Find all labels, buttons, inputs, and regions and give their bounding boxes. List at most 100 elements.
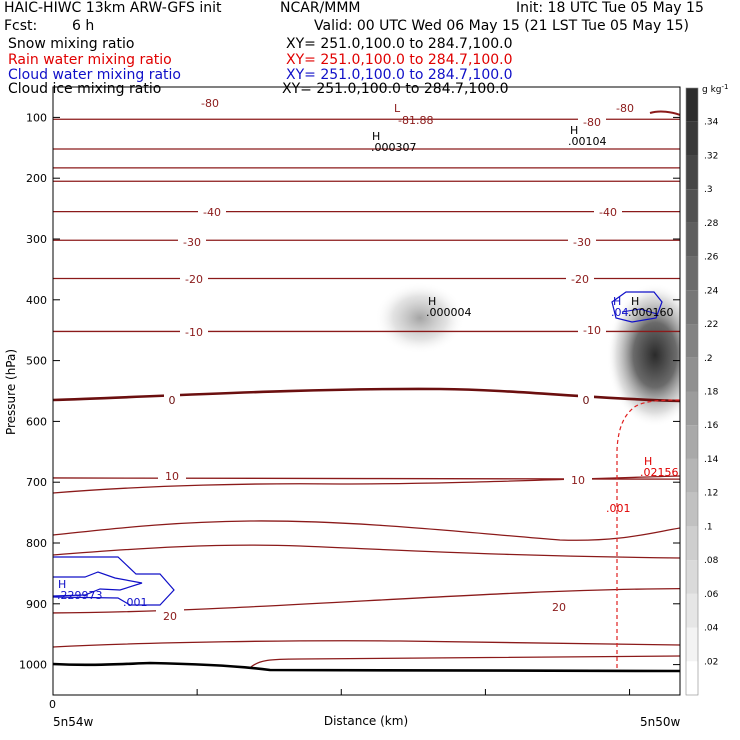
ground-line xyxy=(53,661,680,673)
colorbar-label: .02 xyxy=(704,657,718,667)
colorbar-swatch xyxy=(686,357,698,392)
colorbar-swatch xyxy=(686,627,698,662)
high-value-6: .02156 xyxy=(640,466,679,479)
cloudwater-contour-right-inner xyxy=(621,308,658,315)
extrema-annotations: L -81.88 H .000307 H .00104 H .000004 H … xyxy=(57,102,679,609)
temperature-contour-label: -20 xyxy=(571,273,589,286)
x-start-tick: 0 xyxy=(49,698,56,711)
colorbar-label: .34 xyxy=(704,118,719,128)
contour-label-bg xyxy=(545,600,573,613)
colorbar-label: .1 xyxy=(704,522,713,532)
high-value-7: .229973 xyxy=(57,589,103,602)
field-rain-xy: XY= 251.0,100.0 to 284.7,100.0 xyxy=(286,52,513,68)
y-tick-label: 700 xyxy=(26,476,47,489)
temperature-contour xyxy=(53,148,680,150)
colorbar-swatch xyxy=(686,661,698,695)
forecast-label: Fcst: xyxy=(4,18,38,34)
colorbar-swatch xyxy=(686,88,698,122)
rain-dashed-contour xyxy=(616,399,680,668)
forecast-value: 6 h xyxy=(72,18,95,34)
temperature-contour-label: 10 xyxy=(571,474,585,487)
temperature-contour-label: -40 xyxy=(599,206,617,219)
contour-label-bg xyxy=(196,96,224,109)
y-tick-label: 1000 xyxy=(19,659,47,672)
temperature-contour-label: 20 xyxy=(552,601,566,614)
colorbar-label: .24 xyxy=(704,286,719,296)
y-tick-label: 600 xyxy=(26,415,47,428)
colorbar-swatch xyxy=(686,425,698,459)
shaped-contours xyxy=(53,110,680,673)
y-tick-label: 200 xyxy=(26,172,47,185)
temperature-contour xyxy=(53,166,680,169)
x-left-label: 5n54w xyxy=(53,715,94,729)
high-value-3: .000004 xyxy=(426,306,472,319)
colorbar-label: .04 xyxy=(704,624,719,634)
contour-label-bg xyxy=(156,609,184,622)
organization: NCAR/MMM xyxy=(280,0,361,16)
y-tick-label: 300 xyxy=(26,233,47,246)
colorbar-label: .32 xyxy=(704,151,718,161)
y-tick-label: 800 xyxy=(26,537,47,550)
field-rain-name: Rain water mixing ratio xyxy=(8,52,172,68)
field-snow-name: Snow mixing ratio xyxy=(8,36,135,52)
y-tick-label: 400 xyxy=(26,294,47,307)
colorbar-swatch xyxy=(686,391,698,426)
cloudwater-contour-left xyxy=(53,556,175,606)
contour-label-bg xyxy=(180,272,208,285)
colorbar-label: .12 xyxy=(704,489,718,499)
field-cloudwater-name: Cloud water mixing ratio xyxy=(8,67,181,83)
colorbar-swatch xyxy=(686,458,698,493)
colorbar: .02 .04 .06 .08 .1 .12 .14 .16 .18 .2 .22 .24 .26 .28… xyxy=(685,87,719,696)
valid-time: Valid: 00 UTC Wed 06 May 15 (21 LST Tue … xyxy=(314,18,689,34)
temperature-contour xyxy=(53,210,680,213)
colorbar-label: .06 xyxy=(704,590,719,600)
colorbar-swatch xyxy=(686,526,698,561)
rain-contour-label: .001 xyxy=(606,502,631,515)
field-cloudice-name: Cloud ice mixing ratio xyxy=(8,81,162,97)
colorbar-label: .08 xyxy=(704,556,719,566)
contour-near-980 xyxy=(53,640,680,648)
plot-title: HAIC-HIWC 13km ARW-GFS init xyxy=(4,0,222,16)
contour-label-bg xyxy=(180,325,208,338)
high-mark-1: H xyxy=(372,130,380,143)
high-mark-2: H xyxy=(570,124,578,137)
colorbar-swatch xyxy=(686,222,698,257)
temperature-contour xyxy=(53,477,680,481)
colorbar-swatch xyxy=(686,155,698,190)
temperature-contour-label: -80 xyxy=(583,116,601,129)
contour-label-bg xyxy=(578,115,606,128)
contour-label-bg xyxy=(578,323,606,336)
init-time: Init: 18 UTC Tue 05 May 15 xyxy=(516,0,704,16)
snow-blob-right xyxy=(607,283,680,427)
contour-label-bg xyxy=(198,205,226,218)
low-mark: L xyxy=(394,102,401,115)
contour-near-820 xyxy=(53,544,680,559)
high-mark-7: H xyxy=(58,578,66,591)
x-right-label: 5n50w xyxy=(640,715,681,729)
contour-label-bg xyxy=(158,469,186,482)
y-axis-label: Pressure (hPa) xyxy=(4,349,18,435)
contour-label-bg xyxy=(566,272,594,285)
y-tick-label: 500 xyxy=(26,355,47,368)
colorbar-swatch xyxy=(686,593,698,628)
colorbar-frame xyxy=(685,87,699,696)
temperature-contour xyxy=(53,587,680,614)
temperature-contour-label: 0 xyxy=(583,394,590,407)
plot-frame xyxy=(52,86,681,696)
high-mark-5: H xyxy=(631,295,639,308)
contour-label-bg xyxy=(164,393,180,406)
high-value-2: .00104 xyxy=(568,135,607,148)
temperature-contour-label: -30 xyxy=(183,236,201,249)
colorbar-label: .16 xyxy=(704,421,719,431)
temperature-contours xyxy=(53,118,680,614)
cloudwater-contour-left-inner xyxy=(53,571,143,597)
high-mark-3: H xyxy=(428,295,436,308)
temperature-contour-label: -30 xyxy=(573,236,591,249)
contour-label-bg xyxy=(594,205,622,218)
temperature-contour-label: -80 xyxy=(616,102,634,115)
colorbar-label: .28 xyxy=(704,219,719,229)
colorbar-label: .2 xyxy=(704,354,713,364)
colorbar-swatch xyxy=(686,560,698,594)
